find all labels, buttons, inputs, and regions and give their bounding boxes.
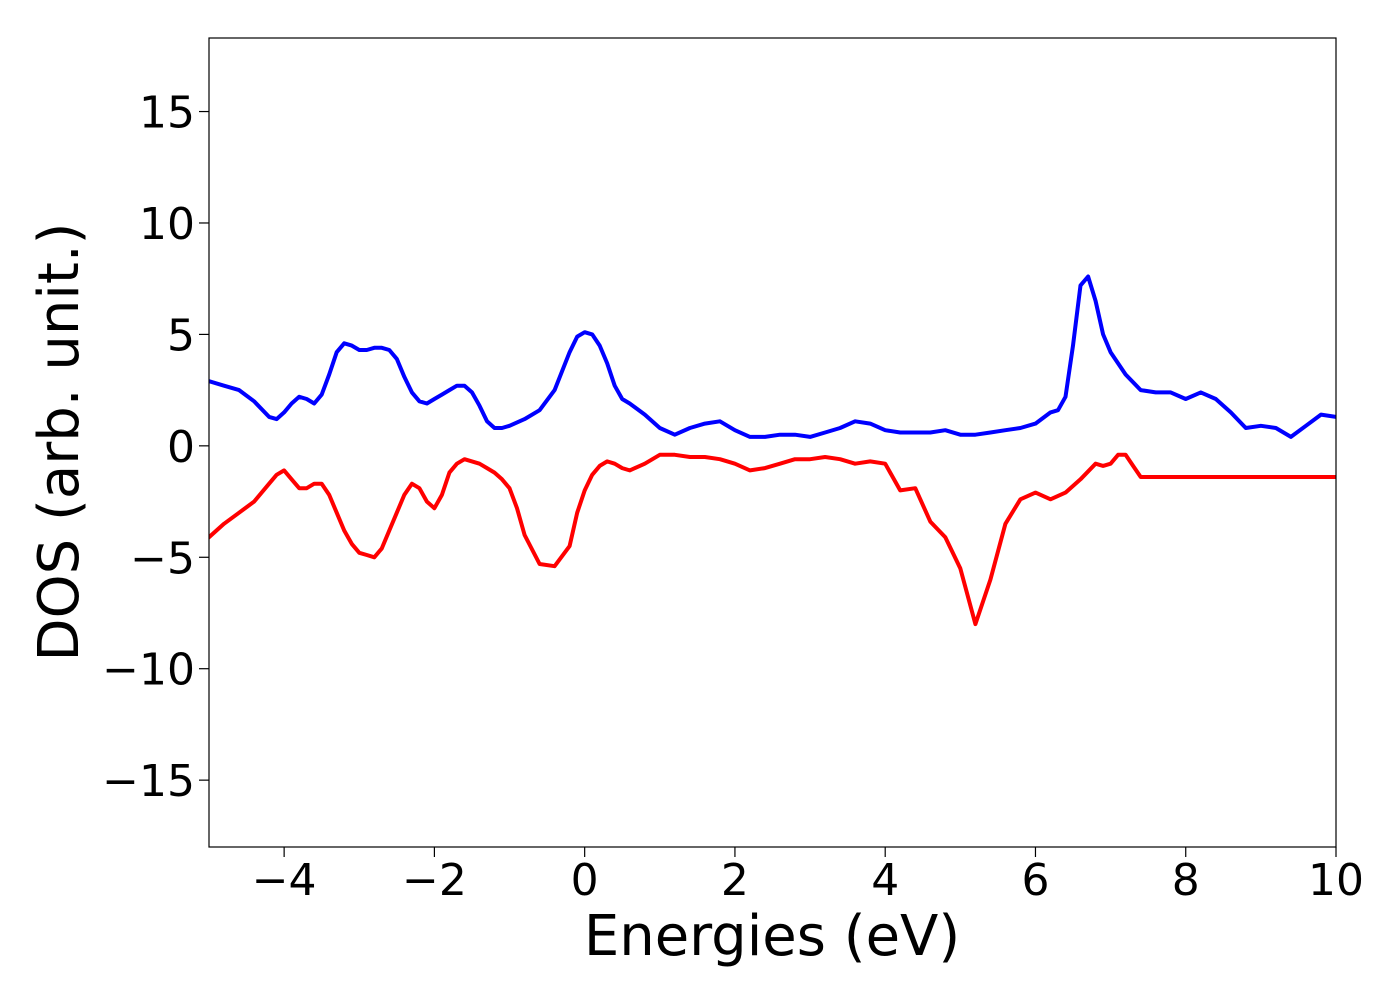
y-tick-label: 0 [167, 422, 195, 473]
y-axis: −15 −10 −5 0 5 10 15 [102, 88, 209, 807]
x-tick-label: 4 [871, 855, 899, 906]
x-axis-title: Energies (eV) [584, 904, 960, 969]
series-line-2 [209, 452, 1336, 627]
y-tick-label: −15 [102, 756, 195, 807]
y-tick-label: −10 [102, 645, 195, 696]
y-tick-label: 5 [167, 310, 195, 361]
plot-frame [208, 37, 1337, 848]
y-tick-label: 10 [139, 199, 195, 250]
y-axis-title: DOS (arb. unit.) [27, 222, 92, 661]
x-tick-label: 8 [1172, 855, 1200, 906]
y-tick-label: 15 [139, 88, 195, 139]
x-tick-label: −4 [252, 855, 317, 906]
x-tick-label: 10 [1308, 855, 1364, 906]
x-axis: −4 −2 0 2 4 6 8 10 [252, 847, 1364, 906]
y-tick-label: −5 [130, 533, 195, 584]
x-tick-label: 2 [721, 855, 749, 906]
series-line-1 [209, 274, 1336, 439]
x-tick-label: −2 [402, 855, 467, 906]
x-tick-label: 6 [1021, 855, 1049, 906]
series-layer [209, 274, 1336, 627]
x-tick-label: 0 [571, 855, 599, 906]
